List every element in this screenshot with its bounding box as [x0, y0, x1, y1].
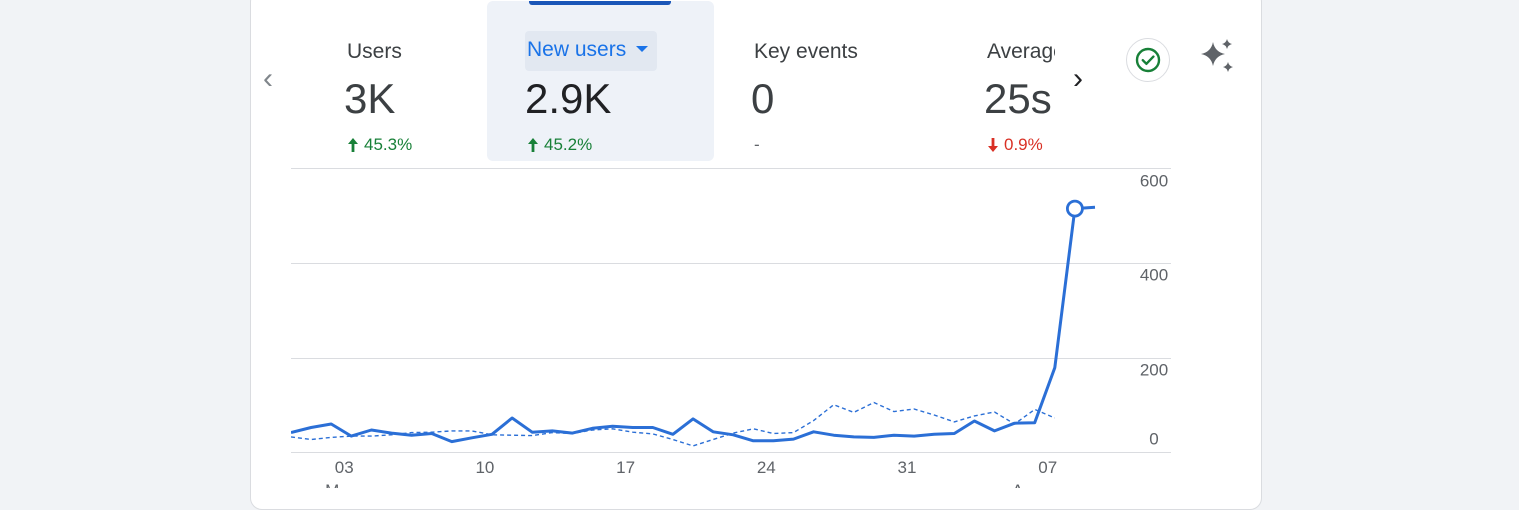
metric-tab-users[interactable]: Users 3K 45.3%	[325, 1, 485, 161]
x-tick-label: 03	[335, 458, 354, 477]
arrow-up-icon	[527, 137, 539, 153]
metric-selector-row: ‹ Users 3K 45.3% New users 2.9K 45.2%	[251, 0, 1262, 161]
x-tick-label: 24	[757, 458, 776, 477]
metric-change-value: 45.3%	[364, 135, 412, 155]
y-tick-label: 0	[1149, 429, 1158, 448]
metric-value: 3K	[344, 75, 395, 123]
highlight-point-marker	[1067, 201, 1082, 216]
metric-label: Users	[347, 40, 402, 64]
metric-label: New users	[527, 38, 626, 61]
metric-tab-new-users[interactable]: New users 2.9K 45.2%	[487, 1, 714, 161]
x-tick-sublabel: A	[1012, 481, 1024, 488]
x-tick-label: 10	[475, 458, 494, 477]
check-circle-icon	[1134, 46, 1162, 74]
metric-change-value: 45.2%	[544, 135, 592, 155]
metric-change: -	[754, 135, 760, 155]
primary-series-line	[291, 207, 1095, 441]
x-tick-label: 07	[1038, 458, 1057, 477]
insights-button[interactable]	[1196, 36, 1240, 80]
y-tick-label: 200	[1140, 360, 1168, 379]
new-users-line-chart: 600 400 200 0 03 10 17 24 31 07 M A	[0, 168, 1519, 488]
y-tick-label: 600	[1140, 171, 1168, 190]
metric-tab-average-engagement-time[interactable]: Average engagement time 25s 0.9%	[965, 1, 1055, 161]
x-tick-sublabel: M	[325, 481, 339, 488]
x-tick-label: 31	[898, 458, 917, 477]
metric-tabs: Users 3K 45.3% New users 2.9K 45.2% Key …	[325, 0, 1055, 161]
metric-value: 2.9K	[525, 75, 611, 123]
chevron-right-icon[interactable]: ›	[1073, 64, 1083, 94]
chevron-left-icon[interactable]: ‹	[263, 64, 273, 94]
metric-change: 45.2%	[527, 135, 592, 155]
selected-indicator	[529, 1, 671, 5]
chart-area: 600 400 200 0 03 10 17 24 31 07 M A	[0, 168, 1519, 488]
metric-change-value: -	[754, 135, 760, 155]
metric-label: Average engagement time	[987, 40, 1055, 64]
verified-button[interactable]	[1126, 38, 1170, 82]
metric-value: 25s	[984, 75, 1052, 123]
metric-value: 0	[751, 75, 774, 123]
sparkle-icon	[1198, 38, 1238, 78]
caret-down-icon	[636, 46, 648, 52]
metric-dropdown[interactable]: New users	[525, 31, 657, 71]
metric-change-value: 0.9%	[1004, 135, 1043, 155]
comparison-series-line	[291, 403, 1055, 446]
metric-label: Key events	[754, 40, 858, 64]
metric-tab-key-events[interactable]: Key events 0 -	[732, 1, 932, 161]
x-tick-label: 17	[616, 458, 635, 477]
arrow-up-icon	[347, 137, 359, 153]
arrow-down-icon	[987, 137, 999, 153]
metric-change: 45.3%	[347, 135, 412, 155]
metric-change: 0.9%	[987, 135, 1043, 155]
y-tick-label: 400	[1140, 265, 1168, 284]
